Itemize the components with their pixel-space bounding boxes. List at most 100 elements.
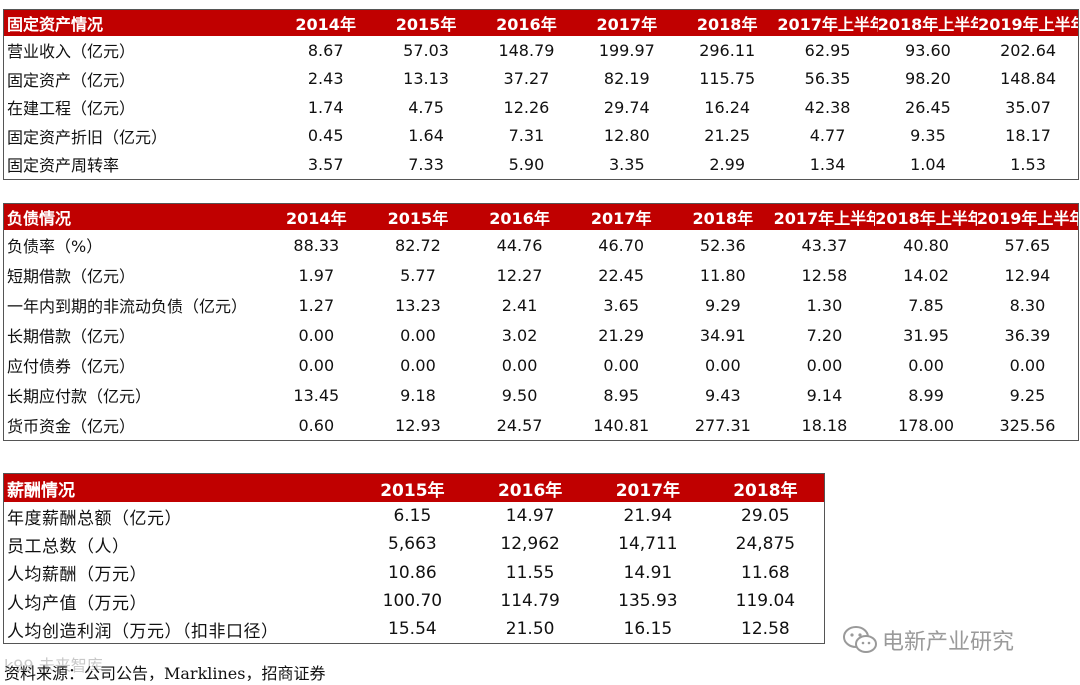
table-row: 人均薪酬（万元） 10.86 11.55 14.91 11.68 [4,559,825,587]
table-cell: 0.00 [705,355,741,375]
table-cell: 1.64 [408,126,444,146]
table-cell: 7.85 [908,295,944,315]
table-title: 薪酬情况 [3,473,354,502]
table-cell: 4.75 [408,97,444,117]
wechat-icon [843,626,877,653]
table-cell: 296.11 [699,40,756,60]
column-header: 2015年 [353,473,472,502]
table-cell: 21.50 [505,619,555,640]
table-cell: 21.29 [598,325,645,345]
table-row: 负债率（%） 88.33 82.72 44.76 46.70 52.36 43.37 40.8… [4,230,1079,260]
table-cell: 0.00 [298,325,335,345]
table-title: 负债情况 [3,203,266,230]
table-cell: 0.00 [908,355,944,375]
column-header: 2019年上半年 [976,203,1079,230]
column-header: 2016年 [471,473,589,502]
table-cell: 140.81 [593,415,650,435]
table-cell: 12.58 [801,265,848,285]
table-cell: 8.30 [1009,295,1046,315]
table-cell: 2.43 [307,69,344,89]
fixed-assets-table: 固定资产情况 2014年 2015年 2016年 2017年 2018年 2017年上半年 2… [3,9,1079,180]
column-header: 2017年上半年 [777,9,878,36]
table-cell: 12,962 [500,534,560,555]
table-cell: 9.25 [1009,385,1046,405]
table-row: 固定资产周转率 3.57 7.33 5.90 3.35 2.99 1.34 1.04 1.53 [4,150,1079,179]
table-cell: 12.27 [496,265,543,285]
table-cell: 29.74 [603,97,650,117]
table-cell: 52.36 [699,235,746,255]
table-cell: 14.91 [623,562,673,583]
table-row: 营业收入（亿元） 8.67 57.03 148.79 199.97 296.11 62.95… [4,36,1079,65]
column-header: 2016年 [476,9,577,36]
table-cell: 199.97 [598,40,655,60]
row-label: 短期借款（亿元） [7,267,136,286]
table-cell: 37.27 [503,69,550,89]
row-label: 人均产值（万元） [7,593,147,614]
row-label: 在建工程（亿元） [7,99,136,119]
row-label: 固定资产（亿元） [7,70,136,90]
table-cell: 1.97 [298,265,335,285]
column-header: 2017年 [576,9,677,36]
table-cell: 9.29 [705,295,741,315]
table-cell: 135.93 [618,591,678,612]
row-label: 应付债券（亿元） [7,357,136,376]
table-cell: 11.80 [699,265,746,285]
table-cell: 178.00 [898,415,955,435]
table-cell: 9.14 [806,385,843,405]
table-row: 人均创造利润（万元）（扣非口径） 15.54 21.50 16.15 12.58 [4,615,825,644]
table-cell: 42.38 [804,97,851,117]
table-cell: 3.35 [609,154,645,174]
table-cell: 0.00 [806,355,843,375]
watermark-text: 电新产业研究 [882,630,1015,655]
column-header: 2018年 [677,9,778,36]
column-header: 2018年 [706,473,825,502]
corner-watermark: k99 未来智库 [4,656,103,675]
table-cell: 3.57 [307,154,344,174]
table-cell: 7.33 [408,154,444,174]
table-cell: 57.65 [1004,235,1051,255]
table-cell: 24,875 [735,534,796,555]
table-row: 员工总数（人） 5,663 12,962 14,711 24,875 [4,530,825,558]
table-cell: 8.99 [908,385,944,405]
row-label: 年度薪酬总额（亿元） [7,508,182,529]
row-label: 一年内到期的非流动负债（亿元） [7,297,248,316]
table-row: 货币资金（亿元） 0.60 12.93 24.57 140.81 277.31 18.18 1… [4,410,1079,441]
table-cell: 10.86 [388,562,437,583]
table-row: 在建工程（亿元） 1.74 4.75 12.26 29.74 16.24 42.38 26.4… [4,93,1079,122]
table-cell: 5.77 [400,265,436,285]
table-cell: 0.00 [400,355,436,375]
table-cell: 148.84 [1000,69,1057,89]
table-cell: 9.35 [910,126,946,146]
row-label: 人均创造利润（万元）（扣非口径） [7,621,279,642]
table-cell: 18.18 [801,415,848,435]
table-cell: 7.20 [806,325,843,345]
row-label: 长期借款（亿元） [7,327,136,346]
table-cell: 1.74 [307,97,344,117]
table-cell: 16.24 [704,97,751,117]
table-cell: 93.60 [905,40,951,60]
table-cell: 12.26 [503,97,550,117]
table-cell: 18.17 [1005,126,1051,146]
row-label: 货币资金（亿元） [7,417,136,436]
column-header: 2017年 [589,473,707,502]
table-cell: 119.04 [735,591,796,612]
table-row: 一年内到期的非流动负债（亿元） 1.27 13.23 2.41 3.65 9.29 1.30… [4,290,1079,320]
table-cell: 44.76 [496,235,543,255]
table-cell: 9.50 [501,385,538,405]
table-cell: 2.99 [709,154,745,174]
table-header-row: 固定资产情况 2014年 2015年 2016年 2017年 2018年 2017年上半年 2… [3,9,1079,36]
table-row: 人均产值（万元） 100.70 114.79 135.93 119.04 [4,587,825,615]
table-cell: 0.00 [603,355,639,375]
table-cell: 0.00 [400,325,436,345]
table-cell: 14,711 [618,534,678,555]
column-header: 2016年 [468,203,571,230]
table-cell: 1.30 [806,295,843,315]
table-cell: 4.77 [809,126,846,146]
table-cell: 14.97 [505,506,555,527]
column-header: 2014年 [265,203,368,230]
table-cell: 0.00 [1009,355,1046,375]
column-header: 2018年 [672,203,774,230]
table-cell: 325.56 [999,415,1056,435]
row-label: 负债率（%） [7,237,103,256]
table-cell: 98.20 [905,69,951,89]
